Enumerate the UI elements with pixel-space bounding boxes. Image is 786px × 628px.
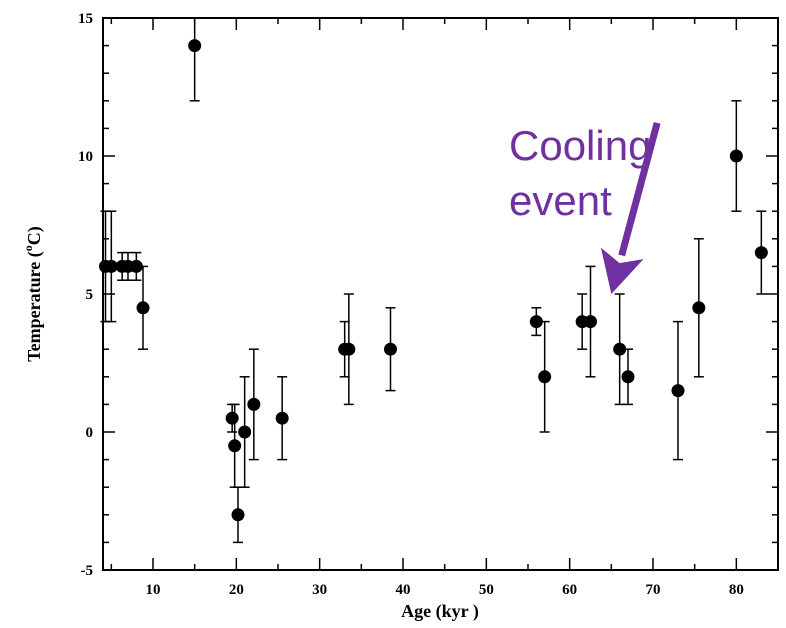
- x-tick-label: 70: [646, 582, 661, 598]
- x-axis-label: Age (kyr ): [401, 601, 479, 622]
- data-point: [247, 397, 261, 411]
- data-point: [584, 315, 597, 329]
- y-tick-label: 15: [78, 11, 93, 27]
- data-point: [275, 411, 289, 425]
- data-point: [136, 301, 150, 315]
- data-point: [384, 342, 397, 356]
- y-axis-label-unit: C): [24, 226, 45, 245]
- x-tick-label: 20: [229, 582, 244, 598]
- data-point: [188, 39, 202, 53]
- x-tick-label: 80: [729, 582, 744, 598]
- x-tick-label: 30: [312, 582, 327, 598]
- data-point: [231, 508, 245, 522]
- annotation-arrow-head: [600, 247, 644, 294]
- plot-frame: [102, 17, 779, 571]
- data-point: [342, 342, 356, 356]
- x-tick-label: 50: [479, 582, 494, 598]
- y-tick-label: 5: [86, 287, 94, 303]
- data-point: [225, 411, 239, 425]
- data-point: [529, 315, 543, 329]
- error-bars: [100, 17, 767, 544]
- x-tick-label: 10: [146, 582, 161, 598]
- y-axis-label: Temperature (oC): [21, 226, 45, 361]
- data-point: [228, 439, 242, 453]
- data-point: [538, 370, 552, 384]
- y-axis-label-text: Temperature (: [24, 251, 45, 361]
- data-point: [238, 425, 252, 439]
- data-point: [613, 342, 627, 356]
- x-tick-labels: 10 20 30 40 50 60 70 80: [146, 582, 744, 598]
- y-axis-label-sup: o: [21, 245, 35, 251]
- y-tick-label: 0: [86, 425, 94, 441]
- data-point: [671, 384, 685, 398]
- cooling-event-annotation: Cooling event: [509, 121, 661, 294]
- x-tick-label: 60: [562, 582, 577, 598]
- data-point: [754, 246, 768, 260]
- data-point: [692, 301, 706, 315]
- y-tick-label: 10: [78, 149, 93, 165]
- x-tick-label: 40: [396, 582, 411, 598]
- annotation-line-2: event: [509, 177, 612, 224]
- y-tick-label: -5: [81, 563, 94, 579]
- data-point: [621, 370, 635, 384]
- y-tick-labels: -5 0 5 10 15: [78, 11, 93, 579]
- annotation-line-1: Cooling: [509, 122, 651, 169]
- annotation-arrow-shaft: [618, 121, 661, 257]
- data-points: [99, 39, 768, 522]
- data-point: [729, 149, 743, 163]
- axis-ticks: [103, 17, 779, 571]
- error-bar: [189, 17, 200, 102]
- data-point: [129, 259, 143, 273]
- data-point: [104, 259, 118, 273]
